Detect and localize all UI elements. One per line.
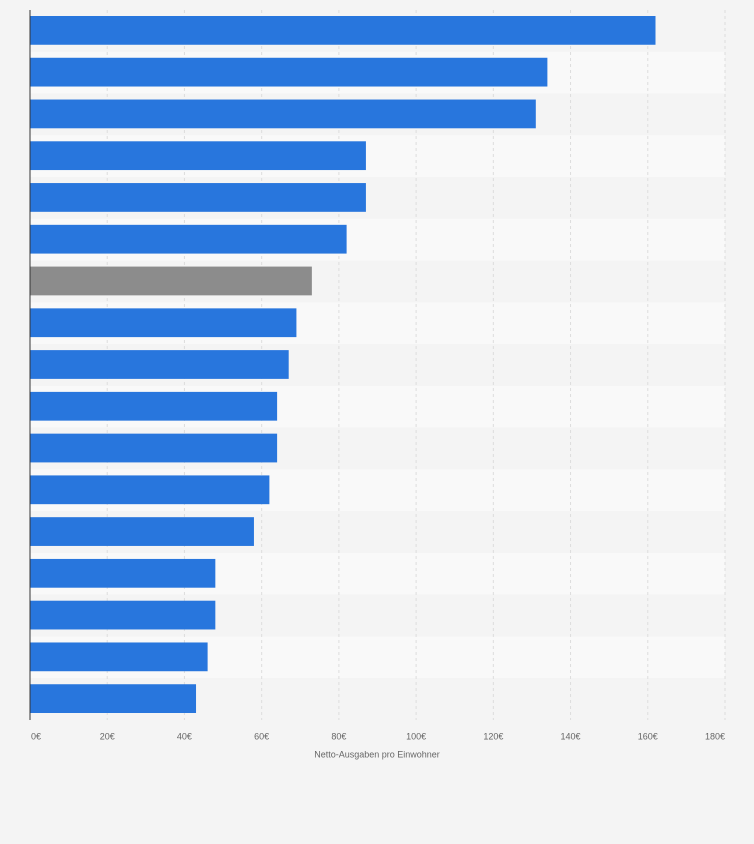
bar — [30, 57, 548, 87]
x-tick-label: 160€ — [638, 731, 658, 741]
bar — [30, 684, 197, 713]
bar — [30, 183, 366, 212]
bar — [30, 141, 366, 171]
x-tick-label: 60€ — [254, 731, 269, 741]
x-axis-label: Netto-Ausgaben pro Einwohner — [314, 749, 440, 759]
x-tick-label: 140€ — [561, 731, 581, 741]
x-tick-label: 100€ — [406, 731, 426, 741]
bar — [30, 433, 278, 463]
bar — [30, 99, 536, 129]
x-tick-label: 80€ — [331, 731, 346, 741]
bar — [30, 600, 216, 630]
bar — [30, 350, 289, 379]
bar — [30, 224, 347, 254]
x-tick-label: 40€ — [177, 731, 192, 741]
bar — [30, 517, 254, 546]
bar — [30, 642, 208, 672]
bar — [30, 475, 270, 505]
bar — [30, 558, 216, 588]
x-tick-label: 0€ — [31, 731, 41, 741]
x-tick-label: 180€ — [705, 731, 725, 741]
bar — [30, 308, 297, 338]
bar — [30, 266, 312, 296]
bar — [30, 391, 278, 421]
x-tick-label: 20€ — [100, 731, 115, 741]
x-tick-label: 120€ — [483, 731, 503, 741]
bar — [30, 16, 656, 45]
